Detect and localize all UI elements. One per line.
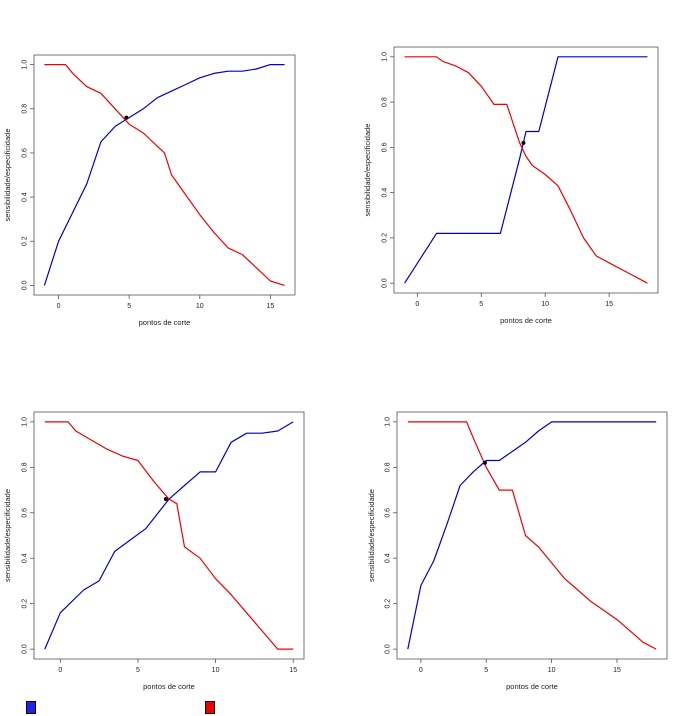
legend-swatch [26,701,36,714]
x-tick-label: 5 [484,667,488,674]
x-tick-label: 0 [57,303,61,310]
y-tick-label: 0.8 [21,104,28,114]
y-tick-label: 0.4 [21,192,28,202]
x-axis-label: pontos de corte [143,682,195,691]
y-tick-label: 0.6 [384,508,391,518]
specificity-line [407,421,657,650]
x-tick-label: 5 [127,303,131,310]
x-tick-label: 5 [136,667,140,674]
y-axis-label: sensibilidade/especificidade [363,124,372,217]
intersection-point [124,115,129,120]
y-tick-label: 1.0 [21,417,28,427]
specificity-line [44,421,294,650]
x-tick-label: 0 [58,667,62,674]
x-tick-label: 0 [415,301,419,308]
specificity-line [404,56,648,284]
sensitivity-line [43,63,285,286]
y-tick-label: 0.0 [381,278,388,288]
x-tick-label: 10 [541,301,549,308]
y-tick-label: 1.0 [21,60,28,70]
x-tick-label: 15 [289,667,297,674]
x-tick-label: 5 [479,301,483,308]
x-tick-label: 15 [605,301,613,308]
chart-panel-4: 0 5 10 15 0.0 0.2 0.4 0.6 0.8 1.0 pontos de corte s… [367,411,668,691]
intersection-point [521,140,526,145]
y-tick-label: 0.2 [21,599,28,609]
x-axis-label: pontos de corte [500,316,552,325]
legend-swatch [205,701,215,714]
intersection-point [163,497,168,502]
y-tick-label: 0.6 [21,508,28,518]
plot-frame [393,46,659,294]
y-tick-label: 0.8 [381,97,388,107]
y-tick-label: 0.6 [21,148,28,158]
sensitivity-line [404,56,648,284]
y-tick-label: 0.0 [384,644,391,654]
y-tick-label: 0.8 [21,462,28,472]
y-tick-label: 1.0 [384,417,391,427]
x-axis-label: pontos de corte [139,318,191,327]
y-tick-label: 0.0 [21,280,28,290]
chart-panel-3: 0 5 10 15 0.0 0.2 0.4 0.6 0.8 1.0 pontos de corte s… [3,411,305,691]
y-tick-label: 0.0 [21,644,28,654]
x-tick-label: 10 [548,667,556,674]
x-tick-label: 10 [212,667,220,674]
x-tick-label: 10 [196,303,204,310]
x-tick-label: 15 [267,303,275,310]
sensitivity-line [407,421,657,650]
intersection-point [482,460,487,465]
y-tick-label: 0.6 [381,142,388,152]
x-tick-label: 15 [613,667,621,674]
y-tick-label: 0.2 [21,236,28,246]
specificity-line [44,63,285,286]
x-axis-label: pontos de corte [506,682,558,691]
y-axis-label: sensibilidade/especificidade [3,489,12,582]
y-axis-label: sensibilidade/especificidade [3,129,12,222]
plot-frame [33,54,296,296]
plot-frame [33,411,305,660]
y-tick-label: 0.4 [21,553,28,563]
x-tick-label: 0 [419,667,423,674]
sensitivity-line [44,421,294,650]
chart-panel-1: 0 5 10 15 0.0 0.2 0.4 0.6 0.8 1.0 pontos de corte s… [3,54,296,327]
y-tick-label: 1.0 [381,52,388,62]
chart-panel-2: 0 5 10 15 0.0 0.2 0.4 0.6 0.8 1.0 pontos de corte s… [363,46,659,325]
y-tick-label: 0.8 [384,462,391,472]
y-tick-label: 0.4 [381,188,388,198]
y-tick-label: 0.2 [384,599,391,609]
y-tick-label: 0.2 [381,233,388,243]
y-tick-label: 0.4 [384,553,391,563]
y-axis-label: sensibilidade/especificidade [367,489,376,582]
plot-frame [396,411,668,660]
